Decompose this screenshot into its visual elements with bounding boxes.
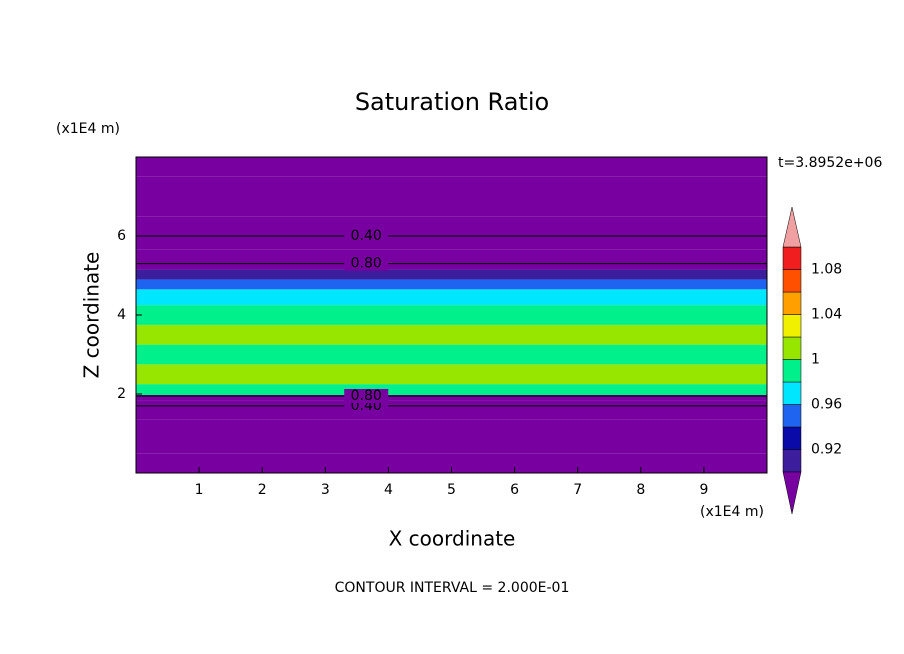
x-tick-label: 1 — [195, 482, 204, 498]
field-band — [136, 249, 767, 270]
time-label: t=3.8952e+06 — [778, 155, 882, 171]
contour-label: 0.40 — [351, 228, 382, 244]
colorbar-box — [782, 291, 802, 315]
field-band — [136, 324, 767, 345]
field-band — [136, 157, 767, 177]
field-band — [136, 364, 767, 385]
field-band — [136, 384, 767, 395]
y-tick-label: 2 — [117, 386, 126, 402]
colorbar-tick-label: 1.08 — [811, 262, 842, 278]
x-tick-label: 3 — [321, 482, 330, 498]
field-band — [136, 279, 767, 290]
y-axis-label: Z coordinate — [80, 252, 104, 379]
x-tick-label: 4 — [384, 482, 393, 498]
field-band — [136, 176, 767, 217]
field-band — [136, 216, 767, 250]
x-tick-label: 8 — [636, 482, 645, 498]
field-band — [136, 289, 767, 306]
x-unit: (x1E4 m) — [700, 504, 764, 520]
contour-label: 0.80 — [351, 256, 382, 272]
field-band — [136, 305, 767, 325]
colorbar-tick-label: 0.92 — [811, 442, 842, 458]
colorbar-box — [782, 426, 802, 450]
colorbar-below — [782, 471, 802, 515]
x-tick-label: 5 — [447, 482, 456, 498]
x-tick-label: 7 — [573, 482, 582, 498]
colorbar-box — [782, 314, 802, 338]
field-band — [136, 453, 767, 473]
y-tick-label: 4 — [117, 307, 126, 323]
colorbar-box — [782, 246, 802, 270]
field-band — [136, 419, 767, 454]
colorbar-above — [782, 206, 802, 248]
colorbar-box — [782, 269, 802, 293]
field-band — [136, 344, 767, 365]
contour-label-bg — [344, 256, 389, 271]
field-band — [136, 269, 767, 280]
contour-label-bg — [344, 229, 389, 243]
y-tick-label: 6 — [117, 228, 126, 244]
x-axis-label: X coordinate — [389, 527, 516, 551]
field-band — [136, 400, 767, 420]
chart-title: Saturation Ratio — [355, 88, 549, 116]
colorbar-box — [782, 404, 802, 428]
contour-label: 0.80 — [351, 388, 382, 404]
colorbar-tick-label: 1 — [811, 352, 820, 368]
x-tick-label: 2 — [258, 482, 267, 498]
y-unit: (x1E4 m) — [56, 121, 120, 137]
field-band — [136, 394, 767, 401]
x-tick-label: 9 — [699, 482, 708, 498]
colorbar-tick-label: 0.96 — [811, 397, 842, 413]
colorbar-box — [782, 336, 802, 360]
colorbar-box — [782, 359, 802, 383]
footer: CONTOUR INTERVAL = 2.000E-01 — [335, 580, 570, 596]
colorbar-box — [782, 449, 802, 473]
colorbar-box — [782, 381, 802, 405]
x-tick-label: 6 — [510, 482, 519, 498]
contour-label-bg — [344, 388, 389, 403]
colorbar-tick-label: 1.04 — [811, 307, 842, 323]
